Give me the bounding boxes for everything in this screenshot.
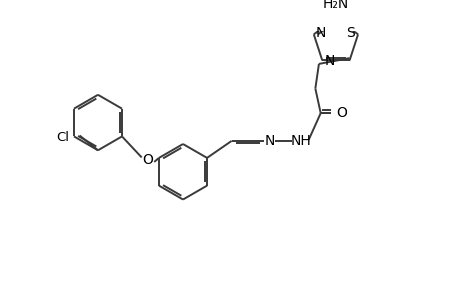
Text: O: O <box>142 153 153 167</box>
Text: N: N <box>324 54 334 68</box>
Text: H₂N: H₂N <box>322 0 348 11</box>
Text: N: N <box>264 134 274 148</box>
Text: NH: NH <box>291 134 311 148</box>
Text: Cl: Cl <box>56 131 69 144</box>
Text: O: O <box>335 106 346 120</box>
Text: N: N <box>315 26 325 40</box>
Text: S: S <box>346 26 354 40</box>
